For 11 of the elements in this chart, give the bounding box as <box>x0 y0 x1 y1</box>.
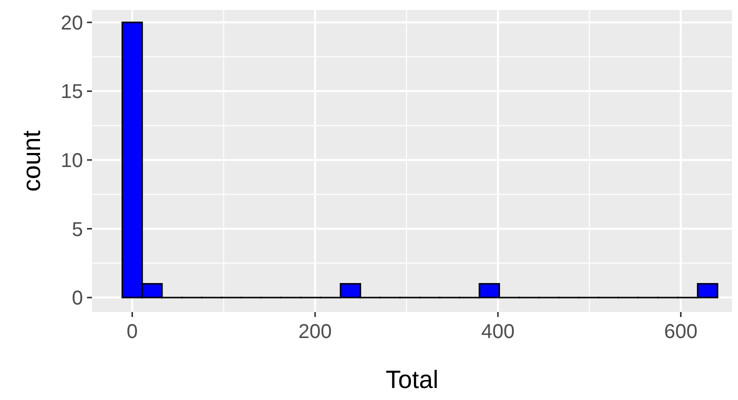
x-tick-label: 600 <box>664 321 698 343</box>
x-axis-title: Total <box>386 366 438 394</box>
y-tick-label: 20 <box>60 12 83 34</box>
y-tick-label: 15 <box>60 81 83 104</box>
y-tick-label: 10 <box>60 150 83 172</box>
y-tick-label: 5 <box>72 218 83 241</box>
x-tick-label: 400 <box>481 321 515 343</box>
y-axis-title: count <box>18 130 46 192</box>
y-tick-label: 0 <box>72 288 83 310</box>
x-tick-label: 200 <box>298 321 332 343</box>
x-tick-label: 0 <box>126 321 138 343</box>
